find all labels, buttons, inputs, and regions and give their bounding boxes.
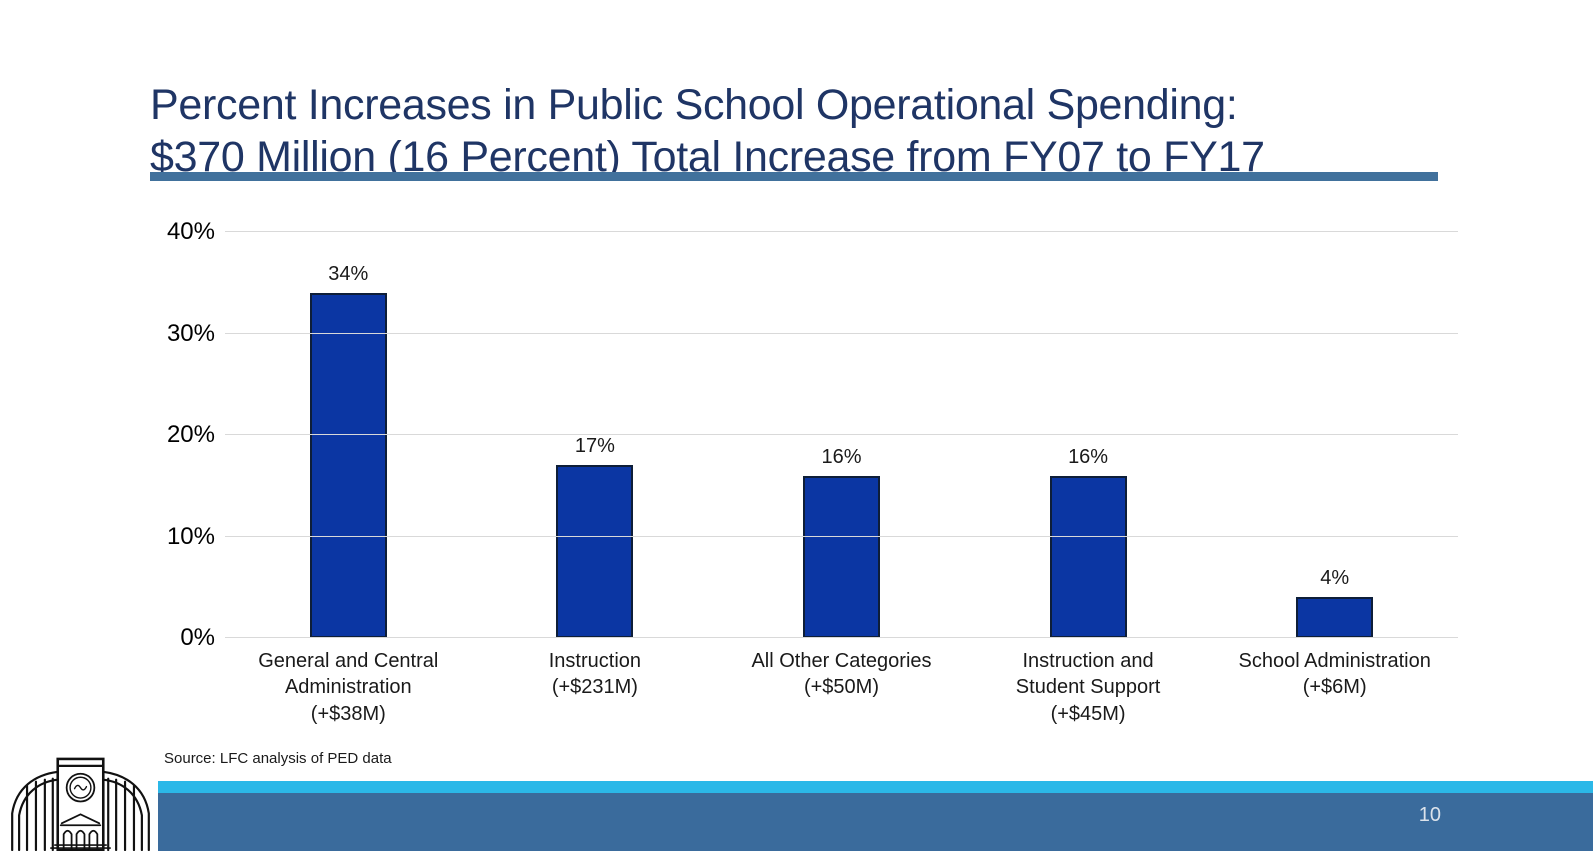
x-axis-category-labels: General and Central Administration (+$38… <box>225 648 1458 727</box>
bar <box>1049 475 1127 638</box>
bar-slot: 34% <box>225 232 472 638</box>
category-label: General and Central Administration (+$38… <box>258 650 439 725</box>
category-label: Instruction (+$231M) <box>548 650 642 699</box>
y-tick-label: 20% <box>166 421 215 448</box>
bar-value-label: 16% <box>821 445 862 468</box>
title-divider <box>150 172 1438 181</box>
footer-bar: 10 <box>158 793 1593 851</box>
gridline <box>225 332 1458 334</box>
gridline <box>225 535 1458 537</box>
y-tick-label: 10% <box>166 522 215 550</box>
page-number: 10 <box>1418 804 1441 826</box>
gridline <box>225 231 1458 232</box>
bar-slot: 16% <box>718 232 965 638</box>
y-tick-label: 0% <box>180 624 215 651</box>
bar <box>1296 597 1374 638</box>
bar-value-label: 34% <box>328 262 369 285</box>
gridline <box>225 637 1458 638</box>
bar-slot: 16% <box>965 232 1212 638</box>
bar-slot: 17% <box>472 232 719 638</box>
bar-value-label: 16% <box>1068 445 1109 468</box>
y-axis: 0% 10% 20% 30% 40% <box>130 218 215 651</box>
y-tick-label: 40% <box>166 218 215 245</box>
capitol-building-icon <box>11 757 150 851</box>
source-note: Source: LFC analysis of PED data <box>164 750 392 767</box>
bar <box>802 475 880 638</box>
page-title-line-1: Percent Increases in Public School Opera… <box>150 80 1238 129</box>
footer-accent-stripe <box>158 781 1593 793</box>
gridline <box>225 434 1458 435</box>
lfc-capitol-building-logo <box>5 752 156 851</box>
bar-value-label: 4% <box>1320 567 1350 590</box>
category-label: All Other Categories (+$50M) <box>751 650 932 699</box>
bar <box>309 292 387 638</box>
category-label: School Administration (+$6M) <box>1238 650 1431 699</box>
y-tick-label: 30% <box>166 319 215 347</box>
plot-area: 34% 17% 16% 16% 4% <box>225 231 1458 638</box>
bar-value-label: 17% <box>574 435 615 458</box>
bars-row: 34% 17% 16% 16% 4% <box>225 232 1458 638</box>
bar-slot: 4% <box>1211 232 1458 638</box>
bar <box>556 465 634 638</box>
page-title: Percent Increases in Public School Opera… <box>150 79 1490 184</box>
category-label: Instruction and Student Support (+$45M) <box>1015 650 1161 725</box>
